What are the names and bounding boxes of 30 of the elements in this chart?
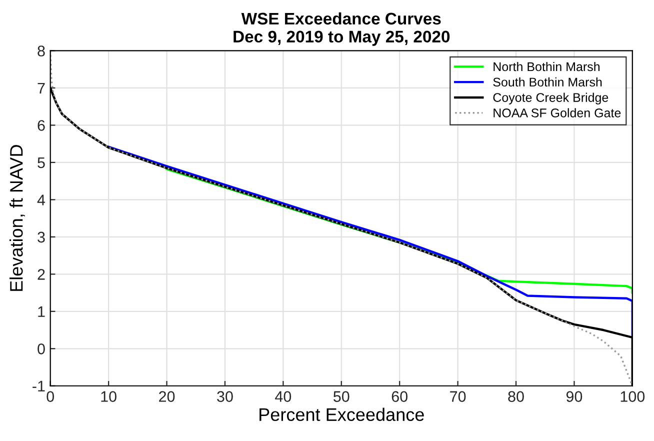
y-axis-title: Elevation, ft NAVD — [10, 145, 25, 291]
legend-label: North Bothin Marsh — [494, 62, 600, 72]
y-tick-label: 1 — [38, 306, 45, 317]
x-tick-label: 10 — [101, 391, 116, 402]
y-tick-label: 2 — [38, 269, 45, 280]
x-tick-label: 40 — [275, 391, 292, 402]
y-tick-label: 8 — [38, 46, 45, 56]
line-series — [166, 168, 632, 294]
legend-label: Coyote Creek Bridge — [493, 92, 608, 104]
y-tick-label: 6 — [38, 120, 45, 131]
x-tick-label: 30 — [217, 391, 233, 402]
x-tick-label: 60 — [392, 391, 408, 402]
line-series — [107, 146, 632, 339]
x-tick-label: 20 — [159, 391, 175, 402]
x-tick-label: 80 — [508, 391, 524, 402]
y-tick-label: 5 — [38, 157, 45, 168]
x-tick-label: 0 — [46, 391, 54, 402]
x-tick-label: 70 — [450, 391, 466, 402]
legend-label: NOAA SF Golden Gate — [494, 108, 621, 118]
x-axis-title: Percent Exceedance — [260, 408, 424, 422]
y-tick-label: 0 — [38, 344, 45, 354]
y-tick-label: 4 — [37, 194, 46, 206]
chart-title: WSE Exceedance Curves Dec 9, 2019 to May 25, 2020 — [234, 12, 450, 46]
x-tick-label: 50 — [334, 391, 350, 402]
y-tick-label: 3 — [38, 232, 45, 243]
x-tick-label: 100 — [620, 391, 645, 402]
legend-label: South Bothin Marsh — [493, 77, 602, 87]
y-tick-label: 7 — [38, 82, 45, 94]
y-tick-label: -1 — [32, 380, 45, 392]
x-tick-label: 90 — [566, 391, 582, 402]
